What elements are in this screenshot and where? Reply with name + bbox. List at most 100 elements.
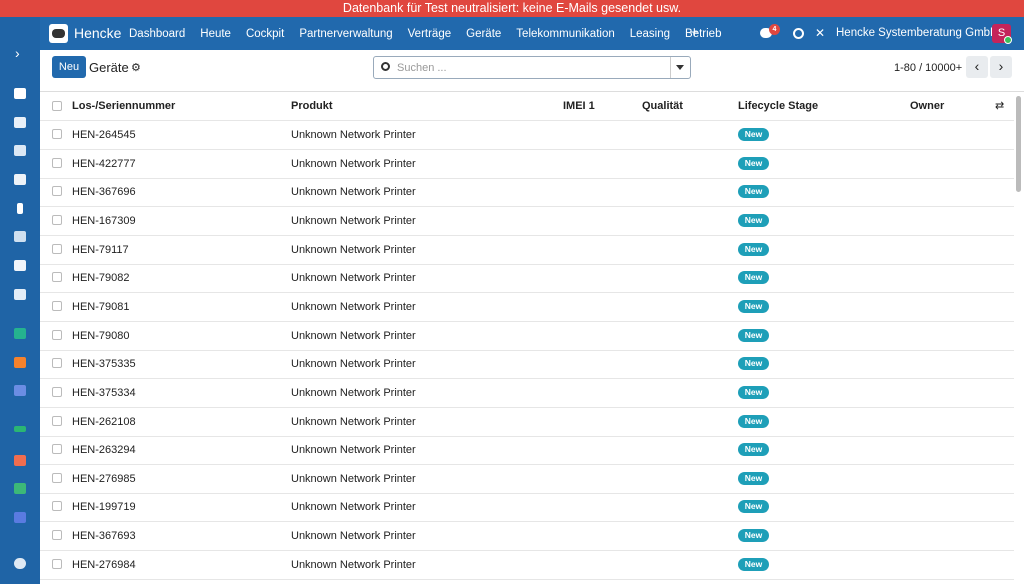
table-row[interactable]: HEN-199719 Unknown Network Printer New <box>40 493 1014 523</box>
pager-prev[interactable]: ‹ <box>966 56 988 78</box>
app-icon[interactable] <box>14 117 26 128</box>
select-all[interactable] <box>52 101 62 111</box>
new-button[interactable]: Neu <box>52 56 86 78</box>
table-row[interactable]: HEN-422777 Unknown Network Printer New <box>40 150 1014 179</box>
logo[interactable] <box>49 24 68 43</box>
app-icon[interactable] <box>14 426 26 432</box>
row-checkbox[interactable] <box>52 558 62 569</box>
stage-badge: New <box>738 242 769 256</box>
row-checkbox[interactable] <box>52 157 62 168</box>
stage-badge: New <box>738 156 769 170</box>
app-icon[interactable] <box>14 483 26 494</box>
table-row[interactable]: HEN-367696 Unknown Network Printer New <box>40 178 1014 208</box>
row-checkbox[interactable] <box>52 329 62 340</box>
product: Unknown Network Printer <box>291 243 416 256</box>
table-row[interactable]: HEN-375335 Unknown Network Printer New <box>40 350 1014 380</box>
chat-icon[interactable] <box>760 28 772 38</box>
column-header[interactable]: IMEI 1 <box>563 100 595 112</box>
menu-item[interactable]: Telekommunikation <box>516 27 615 40</box>
row-checkbox[interactable] <box>52 129 62 139</box>
table-row[interactable]: HEN-276984 Unknown Network Printer New <box>40 551 1014 580</box>
menu-item[interactable]: Betrieb <box>685 27 722 40</box>
column-settings[interactable]: ⇄ <box>995 100 1005 112</box>
row-checkbox[interactable] <box>52 530 62 541</box>
presence-dot <box>1004 36 1012 44</box>
row-checkbox[interactable] <box>52 501 62 512</box>
stage-badge: New <box>738 529 769 543</box>
app-icon[interactable] <box>14 260 26 271</box>
table-row[interactable]: HEN-79117 Unknown Network Printer New <box>40 236 1014 265</box>
product: Unknown Network Printer <box>291 415 416 428</box>
app-icon[interactable] <box>14 455 26 466</box>
row-checkbox[interactable] <box>52 358 62 369</box>
product: Unknown Network Printer <box>291 386 416 399</box>
menu-item[interactable]: Geräte <box>466 27 502 40</box>
app-icon[interactable] <box>14 145 26 156</box>
expand-toggle[interactable]: › <box>15 45 20 61</box>
stage-badge: New <box>738 471 769 485</box>
product: Unknown Network Printer <box>291 558 416 571</box>
add-menu[interactable]: + <box>690 24 699 41</box>
row-checkbox[interactable] <box>52 444 62 455</box>
menu-item[interactable]: Dashboard <box>129 27 186 40</box>
menu-item[interactable]: Heute <box>200 27 231 40</box>
app-icon[interactable] <box>14 328 26 339</box>
serial-number: HEN-79082 <box>72 272 130 285</box>
app-icon[interactable] <box>14 385 26 396</box>
settings-icon[interactable] <box>14 558 26 569</box>
serial-number: HEN-79080 <box>72 329 130 342</box>
row-checkbox[interactable] <box>52 272 62 283</box>
table-row[interactable]: HEN-276985 Unknown Network Printer New <box>40 465 1014 494</box>
pager: 1-80 / 10000+ <box>894 62 963 74</box>
table-row[interactable]: HEN-167309 Unknown Network Printer New <box>40 207 1014 236</box>
brand[interactable]: Hencke <box>74 25 122 41</box>
column-header[interactable]: Owner <box>910 100 945 112</box>
table-row[interactable]: HEN-262108 Unknown Network Printer New <box>40 408 1014 437</box>
stage-badge: New <box>738 414 769 428</box>
app-icon[interactable] <box>14 289 26 300</box>
app-icon[interactable] <box>14 357 26 368</box>
app-icon[interactable] <box>17 203 23 214</box>
app-icon[interactable] <box>14 174 26 185</box>
serial-number: HEN-276984 <box>72 558 136 571</box>
table-row[interactable]: HEN-79082 Unknown Network Printer New <box>40 264 1014 294</box>
search-toggle[interactable] <box>676 65 684 74</box>
row-checkbox[interactable] <box>52 300 62 311</box>
table-row[interactable]: HEN-263294 Unknown Network Printer New <box>40 436 1014 466</box>
table-row[interactable]: HEN-367693 Unknown Network Printer New <box>40 522 1014 552</box>
menu-item[interactable]: Verträge <box>407 27 452 40</box>
menu-item[interactable]: Leasing <box>629 27 671 40</box>
row-checkbox[interactable] <box>52 386 62 397</box>
row-checkbox[interactable] <box>52 415 62 426</box>
search-box[interactable]: Suchen ... <box>373 56 691 79</box>
menu-item[interactable]: Cockpit <box>245 27 285 40</box>
company-name[interactable]: Hencke Systemberatung GmbH <box>836 27 999 39</box>
menu-item[interactable]: Partnerverwaltung <box>299 27 393 40</box>
row-checkbox[interactable] <box>52 243 62 254</box>
scrollbar[interactable] <box>1016 96 1021 192</box>
gear-icon[interactable]: ⚙ <box>131 62 141 74</box>
table-row[interactable]: HEN-264545 Unknown Network Printer New <box>40 121 1014 150</box>
table-row[interactable]: HEN-79080 Unknown Network Printer New <box>40 322 1014 351</box>
product: Unknown Network Printer <box>291 129 416 141</box>
column-header[interactable]: Produkt <box>291 100 333 112</box>
activity-icon[interactable] <box>793 28 804 39</box>
row-checkbox[interactable] <box>52 472 62 483</box>
app-icon[interactable] <box>14 88 26 99</box>
message-count: 4 <box>769 24 780 35</box>
breadcrumb: Geräte <box>89 60 129 75</box>
column-header[interactable]: Lifecycle Stage <box>738 100 819 112</box>
product: Unknown Network Printer <box>291 157 416 170</box>
row-checkbox[interactable] <box>52 214 62 225</box>
table-row[interactable]: HEN-375334 Unknown Network Printer New <box>40 379 1014 408</box>
tools-icon[interactable]: ✕ <box>815 26 826 40</box>
table-row[interactable]: HEN-79081 Unknown Network Printer New <box>40 293 1014 322</box>
app-icon[interactable] <box>14 231 26 242</box>
serial-number: HEN-375335 <box>72 358 136 371</box>
row-checkbox[interactable] <box>52 186 62 197</box>
pager-next[interactable]: › <box>990 56 1012 78</box>
column-header[interactable]: Los-/Seriennummer <box>72 100 176 112</box>
serial-number: HEN-199719 <box>72 501 136 514</box>
app-icon[interactable] <box>14 512 26 523</box>
column-header[interactable]: Qualität <box>642 100 683 112</box>
